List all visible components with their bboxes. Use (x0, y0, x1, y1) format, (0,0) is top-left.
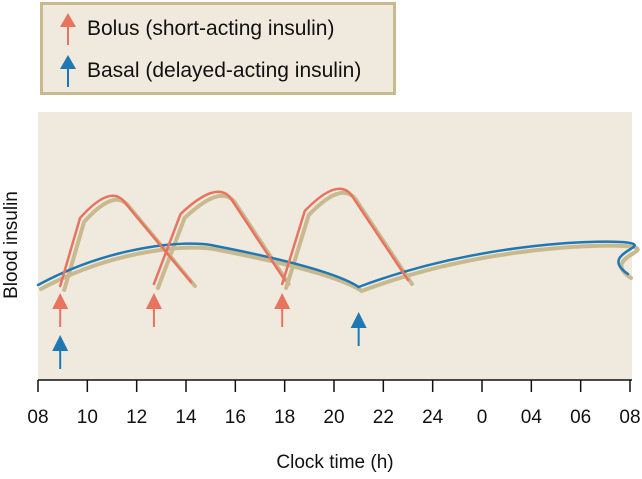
x-axis-title: Clock time (h) (276, 452, 393, 473)
y-axis-title: Blood insulin (1, 191, 22, 299)
basal-injection-arrow (52, 335, 69, 369)
bolus-injection-arrow (274, 293, 291, 327)
x-tick-label: 04 (521, 407, 543, 428)
legend-label-basal: Basal (delayed-acting insulin) (87, 59, 362, 82)
x-tick-label: 12 (126, 407, 147, 428)
x-tick-label: 10 (77, 407, 98, 428)
legend-label-bolus: Bolus (short-acting insulin) (87, 17, 335, 40)
basal-curve (36, 242, 360, 289)
legend: Bolus (short-acting insulin) Basal (dela… (40, 2, 396, 95)
x-tick-label: 20 (323, 407, 344, 428)
bolus-curve (280, 187, 410, 286)
legend-item-basal: Basal (delayed-acting insulin) (53, 53, 383, 89)
basal-curve-shadow (39, 245, 364, 293)
x-tick-label: 16 (225, 407, 246, 428)
x-tick-label: 0 (477, 407, 488, 428)
legend-item-bolus: Bolus (short-acting insulin) (53, 11, 383, 47)
bolus-injection-arrow-head (52, 293, 69, 309)
basal-curve-shadow (359, 243, 640, 293)
bolus-curve (58, 194, 193, 288)
basal-injection-arrow (350, 312, 367, 346)
x-axis-ticks: 08 10 12 14 16 18 20 22 24 0 04 06 08 (27, 380, 641, 428)
x-tick-label: 24 (422, 407, 444, 428)
bolus-curve (152, 190, 286, 286)
x-tick-label: 06 (570, 407, 591, 428)
bolus-arrow-icon (60, 13, 76, 45)
x-tick-label: 18 (274, 407, 295, 428)
basal-injection-arrow-head (52, 335, 69, 351)
basal-arrow-icon (60, 55, 76, 87)
bolus-injection-arrow (52, 293, 69, 327)
basal-curve (357, 240, 636, 289)
basal-injection-arrow-head (350, 312, 367, 328)
x-tick-label: 08 (27, 407, 48, 428)
bolus-injection-arrow-head (274, 293, 291, 309)
x-tick-label: 14 (175, 407, 197, 428)
x-tick-label: 08 (619, 407, 640, 428)
curves-layer (36, 187, 640, 293)
injection-arrows (52, 293, 367, 369)
x-tick-label: 22 (373, 407, 394, 428)
bolus-injection-arrow-head (145, 293, 162, 309)
bolus-injection-arrow (145, 293, 162, 327)
